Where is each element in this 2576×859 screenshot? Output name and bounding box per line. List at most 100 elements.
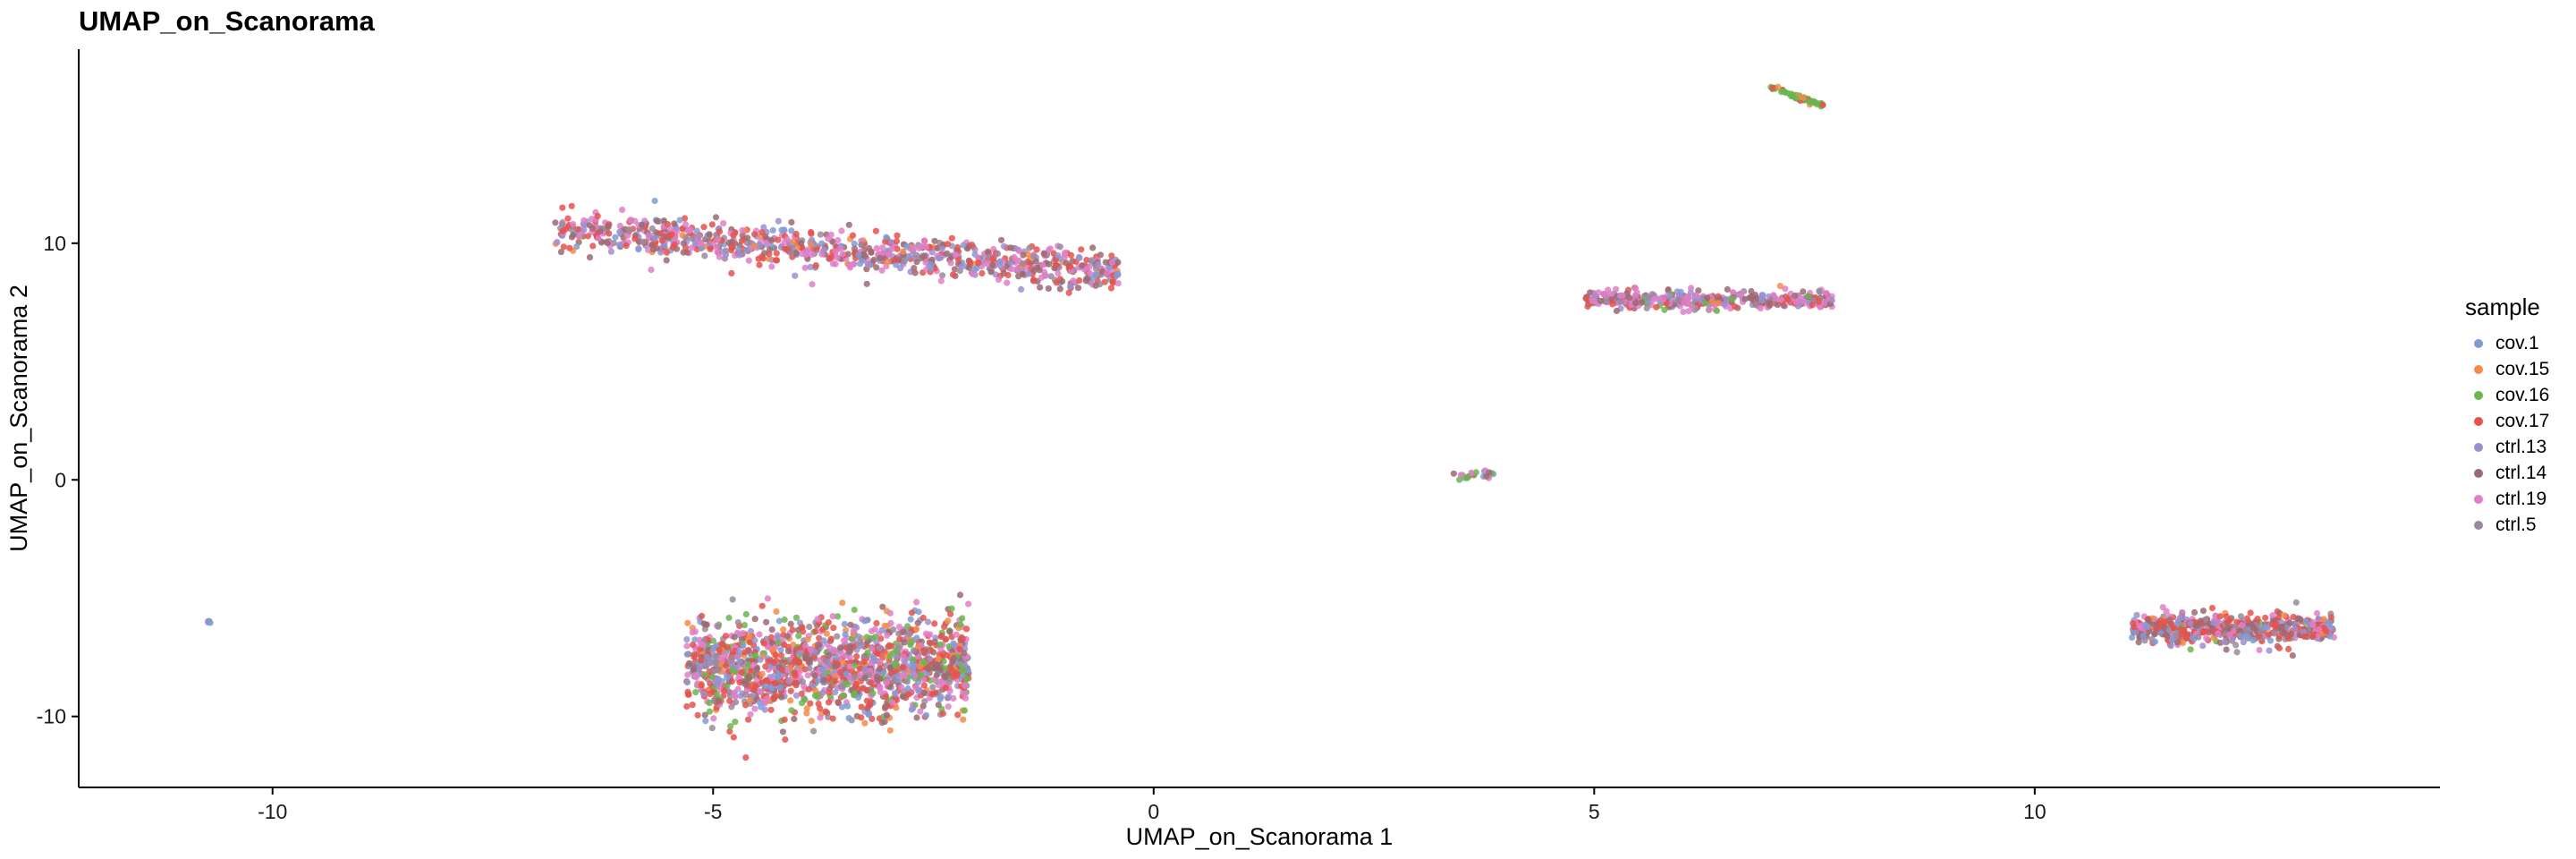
data-point xyxy=(2163,608,2170,615)
data-point xyxy=(650,246,657,253)
data-point xyxy=(945,678,953,686)
data-point xyxy=(939,710,946,718)
data-point xyxy=(716,646,723,654)
data-point xyxy=(708,221,716,228)
data-point xyxy=(933,671,940,679)
data-point xyxy=(956,645,963,652)
data-point xyxy=(954,243,962,251)
data-point xyxy=(931,620,938,627)
data-point xyxy=(610,240,618,247)
data-point xyxy=(1092,271,1099,278)
y-tick-label: 10 xyxy=(43,232,66,255)
data-point xyxy=(2301,633,2308,640)
data-point xyxy=(1613,307,1620,315)
data-point xyxy=(2237,633,2244,640)
data-point xyxy=(894,647,901,655)
data-point xyxy=(710,715,717,722)
data-point xyxy=(605,223,612,230)
data-point xyxy=(910,666,917,673)
data-point xyxy=(1751,291,1758,299)
data-point xyxy=(740,642,747,650)
data-point xyxy=(851,606,858,614)
data-point xyxy=(767,237,775,244)
data-point xyxy=(706,231,713,238)
data-point xyxy=(2210,619,2217,626)
data-point xyxy=(851,240,858,247)
data-point xyxy=(827,635,835,642)
data-point xyxy=(876,645,883,652)
data-point xyxy=(952,251,960,259)
data-point xyxy=(915,608,922,616)
data-point xyxy=(825,652,832,659)
data-point xyxy=(900,248,907,255)
data-point xyxy=(751,242,758,250)
data-point xyxy=(799,700,806,707)
data-point xyxy=(1067,251,1075,259)
data-point xyxy=(2135,639,2142,646)
data-point xyxy=(857,638,864,645)
data-point xyxy=(2309,633,2317,641)
data-point xyxy=(684,619,691,626)
data-point xyxy=(766,246,774,253)
data-point xyxy=(1056,243,1063,251)
legend-key xyxy=(2474,338,2483,348)
data-point xyxy=(995,250,1002,258)
x-tick-label: -10 xyxy=(258,800,287,823)
data-point xyxy=(946,628,953,635)
data-point xyxy=(1805,293,1812,300)
data-point xyxy=(1114,259,1122,266)
data-point xyxy=(787,620,794,628)
data-point xyxy=(747,627,755,635)
data-point xyxy=(1689,303,1696,310)
data-point xyxy=(856,260,864,268)
data-point xyxy=(826,644,834,651)
data-point xyxy=(727,723,734,730)
data-point xyxy=(819,666,826,673)
data-point xyxy=(701,671,708,678)
data-point xyxy=(832,248,840,255)
legend-item: ctrl.19 xyxy=(2465,486,2549,512)
data-point xyxy=(879,244,886,251)
data-point xyxy=(960,242,967,249)
data-point xyxy=(861,665,869,673)
data-point xyxy=(795,633,802,640)
data-point xyxy=(2216,613,2224,620)
data-point xyxy=(728,269,735,276)
data-point xyxy=(683,679,691,686)
data-point xyxy=(743,239,750,246)
data-point xyxy=(612,234,619,241)
data-point xyxy=(839,251,846,258)
data-point xyxy=(1732,303,1739,310)
data-point xyxy=(969,270,977,277)
data-point xyxy=(791,669,799,676)
data-point xyxy=(811,692,819,700)
data-point xyxy=(769,226,776,234)
data-point xyxy=(880,668,887,676)
data-point xyxy=(1019,259,1026,268)
data-point xyxy=(960,716,967,723)
data-point xyxy=(1809,302,1816,309)
data-point xyxy=(759,255,767,262)
data-point xyxy=(872,227,880,234)
data-point xyxy=(701,711,708,719)
data-point xyxy=(562,225,570,233)
data-point xyxy=(1652,295,1659,302)
data-point xyxy=(834,254,841,261)
data-point xyxy=(869,654,877,661)
x-tick-label: 10 xyxy=(2023,800,2046,823)
data-point xyxy=(1468,469,1475,477)
data-point xyxy=(773,250,780,257)
data-point xyxy=(876,665,883,673)
data-point xyxy=(833,654,840,661)
data-point xyxy=(1695,287,1702,294)
data-point xyxy=(2223,646,2230,653)
data-point xyxy=(913,599,920,606)
data-point xyxy=(2224,625,2232,632)
data-point xyxy=(648,266,655,274)
data-point xyxy=(684,671,691,678)
data-point xyxy=(1643,304,1650,312)
data-point xyxy=(913,625,920,633)
data-point xyxy=(1619,292,1626,299)
data-point xyxy=(557,249,565,256)
data-point xyxy=(2278,624,2285,631)
